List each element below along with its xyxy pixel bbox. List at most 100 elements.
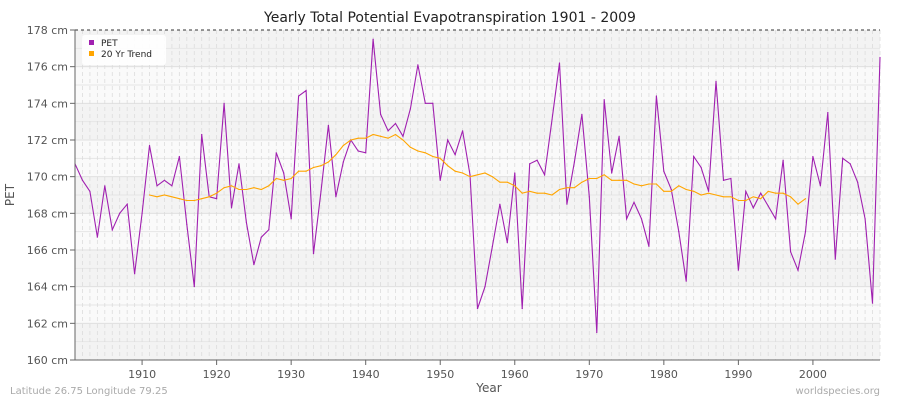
pet-point xyxy=(767,205,769,207)
pet-point xyxy=(372,38,374,40)
pet-point xyxy=(387,130,389,132)
x-tick-label: 1980 xyxy=(650,368,678,381)
trend-point xyxy=(573,187,575,189)
trend-point xyxy=(618,179,620,181)
trend-point xyxy=(253,187,255,189)
pet-point xyxy=(335,196,337,198)
trend-point xyxy=(678,185,680,187)
trend-point xyxy=(283,179,285,181)
trend-point xyxy=(521,192,523,194)
pet-point xyxy=(797,269,799,271)
pet-point xyxy=(737,269,739,271)
pet-point xyxy=(484,286,486,288)
pet-point xyxy=(439,179,441,181)
trend-point xyxy=(439,157,441,159)
chart-title: Yearly Total Potential Evapotranspiratio… xyxy=(263,10,636,26)
pet-point xyxy=(693,155,695,158)
y-tick-label: 178 cm xyxy=(27,24,68,37)
pet-point xyxy=(81,179,84,181)
pet-point xyxy=(469,174,471,176)
pet-point xyxy=(163,179,166,181)
pet-point xyxy=(402,135,404,137)
pet-point xyxy=(134,273,136,275)
trend-point xyxy=(156,196,158,198)
trend-point xyxy=(342,144,344,147)
trend-point xyxy=(804,198,807,200)
pet-point xyxy=(722,179,725,181)
trend-point xyxy=(715,194,717,196)
pet-point xyxy=(216,198,218,200)
pet-point xyxy=(648,245,650,247)
legend-label-trend: 20 Yr Trend xyxy=(101,50,152,60)
pet-point xyxy=(782,159,784,161)
pet-point xyxy=(581,113,583,115)
trend-point xyxy=(663,190,665,192)
trend-point xyxy=(305,170,307,172)
trend-point xyxy=(454,170,456,172)
location-label: Latitude 26.75 Longitude 79.25 xyxy=(10,386,168,397)
trend-point xyxy=(357,137,359,139)
trend-point xyxy=(208,196,210,198)
trend-point xyxy=(685,188,687,191)
trend-point xyxy=(789,196,792,198)
pet-point xyxy=(625,218,628,220)
pet-point xyxy=(238,163,240,165)
y-tick-label: 162 cm xyxy=(27,317,68,330)
pet-point xyxy=(760,192,762,194)
trend-point xyxy=(193,199,195,202)
pet-point xyxy=(834,258,836,260)
pet-point xyxy=(290,218,292,220)
trend-point xyxy=(737,199,739,202)
trend-point xyxy=(558,188,561,191)
trend-point xyxy=(596,177,598,180)
pet-point xyxy=(633,201,635,203)
pet-point xyxy=(476,308,479,310)
trend-point xyxy=(298,170,300,172)
trend-point xyxy=(611,179,613,181)
trend-point xyxy=(648,183,650,185)
trend-point xyxy=(320,165,322,167)
trend-point xyxy=(178,198,180,200)
trend-point xyxy=(707,192,710,194)
trend-point xyxy=(767,190,769,192)
legend-label-pet: PET xyxy=(101,39,118,49)
pet-point xyxy=(491,245,494,247)
trend-point xyxy=(476,174,479,176)
trend-point xyxy=(566,187,568,189)
pet-point xyxy=(357,150,359,152)
trend-point xyxy=(693,190,695,192)
pet-point xyxy=(775,218,777,220)
trend-point xyxy=(797,203,799,205)
pet-point xyxy=(842,157,844,159)
y-tick-label: 174 cm xyxy=(27,97,68,110)
pet-point xyxy=(193,286,195,288)
pet-point xyxy=(685,280,687,282)
trend-point xyxy=(327,161,330,163)
trend-point xyxy=(514,185,516,187)
trend-point xyxy=(775,192,777,194)
trend-point xyxy=(230,185,233,187)
y-tick-label: 176 cm xyxy=(27,61,68,74)
pet-point xyxy=(849,163,851,165)
pet-point xyxy=(394,122,397,125)
y-tick-label: 160 cm xyxy=(27,354,68,367)
pet-point xyxy=(320,190,322,192)
trend-point xyxy=(603,174,605,176)
pet-point xyxy=(499,203,501,205)
pet-point xyxy=(573,161,575,163)
pet-point xyxy=(611,172,613,174)
pet-point xyxy=(789,251,792,253)
pet-point xyxy=(588,196,590,198)
trend-point xyxy=(216,192,218,194)
pet-point xyxy=(804,231,807,233)
pet-point xyxy=(260,236,262,238)
x-tick-label: 1940 xyxy=(352,368,380,381)
source-label: worldspecies.org xyxy=(796,386,880,397)
pet-point xyxy=(409,108,412,110)
x-tick-label: 1960 xyxy=(501,368,529,381)
pet-point xyxy=(312,253,315,255)
pet-point xyxy=(521,308,523,310)
y-tick-label: 166 cm xyxy=(27,244,68,257)
y-tick-label: 172 cm xyxy=(27,134,68,147)
pet-point xyxy=(447,139,449,141)
